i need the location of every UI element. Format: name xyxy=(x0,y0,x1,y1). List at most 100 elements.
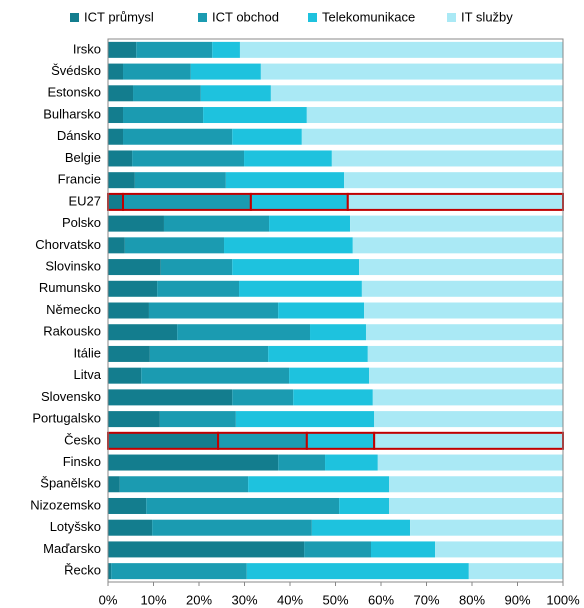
bar-segment xyxy=(163,215,270,232)
bar-segment xyxy=(468,563,563,580)
bar-segment xyxy=(374,411,563,428)
bar-segment xyxy=(346,192,564,211)
x-tick-label: 10% xyxy=(140,592,166,607)
bar-segment xyxy=(344,172,563,189)
legend-label: IT služby xyxy=(461,9,513,24)
x-tick-label: 70% xyxy=(413,592,439,607)
x-tick-label: 60% xyxy=(368,592,394,607)
y-tick-label: Rumunsko xyxy=(39,280,101,295)
y-tick-label: Polsko xyxy=(62,215,101,230)
bar-segment xyxy=(108,454,279,471)
bar-segment xyxy=(108,541,305,558)
bar-segment xyxy=(136,41,213,58)
bar-segment xyxy=(232,128,302,145)
legend-label: Telekomunikace xyxy=(322,9,415,24)
bar-segment xyxy=(248,476,390,493)
bar-segment xyxy=(108,476,120,493)
bar-segment xyxy=(123,107,204,124)
bar-segment xyxy=(108,280,158,297)
bar-segment xyxy=(359,259,563,276)
bar-segment xyxy=(108,237,125,254)
bar-segment xyxy=(270,85,563,102)
bar-segment xyxy=(203,107,307,124)
bar-segment xyxy=(177,324,311,341)
bar-segment xyxy=(157,280,240,297)
bar-segment xyxy=(232,259,360,276)
legend-label: ICT obchod xyxy=(212,9,279,24)
bar-segment xyxy=(306,107,563,124)
bar-segment xyxy=(352,237,563,254)
bar-segment xyxy=(133,85,201,102)
bar-segment xyxy=(108,367,142,384)
y-tick-label: Irsko xyxy=(73,41,101,56)
bar-segment xyxy=(217,431,308,450)
bar-segment xyxy=(108,107,124,124)
bar-segment xyxy=(239,280,362,297)
bar-segment xyxy=(370,541,436,558)
y-tick-label: Belgie xyxy=(65,150,101,165)
bar-segment xyxy=(132,150,245,167)
bar-segment xyxy=(372,389,563,406)
y-tick-label: Německo xyxy=(46,302,101,317)
bar-segment xyxy=(108,302,149,319)
bar-segment xyxy=(325,454,378,471)
x-tick-label: 80% xyxy=(459,592,485,607)
bar-segment xyxy=(249,192,349,211)
bar-segment xyxy=(108,345,150,362)
bar-segment xyxy=(269,215,351,232)
x-tick-label: 0% xyxy=(99,592,118,607)
bar-segment xyxy=(268,345,368,362)
bar-segment xyxy=(108,172,135,189)
bar-segment xyxy=(152,519,312,536)
bar-segment xyxy=(212,41,240,58)
bar-segment xyxy=(232,389,294,406)
bar-segment xyxy=(278,302,365,319)
y-tick-label: Francie xyxy=(58,172,101,187)
y-tick-label: Itálie xyxy=(74,345,101,360)
bar-segment xyxy=(148,302,279,319)
bar-segment xyxy=(108,85,134,102)
y-tick-label: Maďarsko xyxy=(43,541,101,556)
y-tick-label: Švédsko xyxy=(51,63,101,78)
x-tick-label: 30% xyxy=(231,592,257,607)
x-tick-label: 90% xyxy=(504,592,530,607)
bar-segment xyxy=(239,41,563,58)
bar-segment xyxy=(305,431,376,450)
x-tick-label: 20% xyxy=(186,592,212,607)
bar-segment xyxy=(410,519,563,536)
bar-segment xyxy=(107,192,125,211)
bar-segment xyxy=(108,519,153,536)
x-tick-label: 50% xyxy=(322,592,348,607)
plot-frame xyxy=(107,38,564,583)
bar-segment xyxy=(108,128,124,145)
bar-segment xyxy=(160,259,233,276)
x-tick-label: 100% xyxy=(546,592,580,607)
bar-segment xyxy=(293,389,373,406)
bar-segment xyxy=(190,63,261,80)
bar-segment xyxy=(119,476,249,493)
bar-segment xyxy=(244,150,332,167)
bar-segment xyxy=(108,215,164,232)
bar-segment xyxy=(377,454,563,471)
bar-segment xyxy=(339,497,390,514)
bar-segment xyxy=(278,454,326,471)
bar-segment xyxy=(149,345,269,362)
y-tick-label: Slovinsko xyxy=(45,258,101,273)
y-tick-label: Portugalsko xyxy=(32,411,101,426)
y-tick-label: Estonsko xyxy=(48,85,101,100)
y-tick-label: Česko xyxy=(64,432,101,447)
bar-segment xyxy=(159,411,236,428)
bar-segment xyxy=(108,563,112,580)
bar-segment xyxy=(246,563,469,580)
y-tick-label: Slovensko xyxy=(41,389,101,404)
bar-segment xyxy=(373,431,564,450)
bar-segment xyxy=(260,63,563,80)
bar-segment xyxy=(108,411,160,428)
bar-segment xyxy=(108,41,137,58)
bar-segment xyxy=(200,85,271,102)
y-tick-label: Nizozemsko xyxy=(30,497,101,512)
bar-segment xyxy=(365,324,563,341)
bar-segment xyxy=(331,150,563,167)
bar-segment xyxy=(108,389,233,406)
